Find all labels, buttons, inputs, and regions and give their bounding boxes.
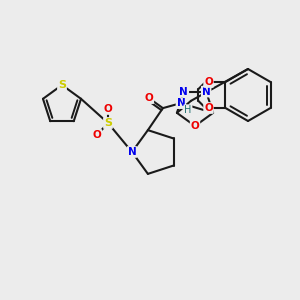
Text: O: O — [93, 130, 101, 140]
Text: S: S — [104, 118, 112, 128]
Text: N: N — [179, 87, 188, 97]
Text: H: H — [184, 105, 192, 115]
Text: O: O — [145, 93, 153, 103]
Text: N: N — [176, 98, 185, 108]
Text: O: O — [103, 104, 112, 114]
Text: S: S — [58, 80, 66, 90]
Text: O: O — [204, 77, 213, 87]
Text: O: O — [204, 103, 213, 113]
Text: N: N — [128, 147, 136, 157]
Text: N: N — [202, 87, 211, 97]
Text: O: O — [190, 121, 200, 131]
